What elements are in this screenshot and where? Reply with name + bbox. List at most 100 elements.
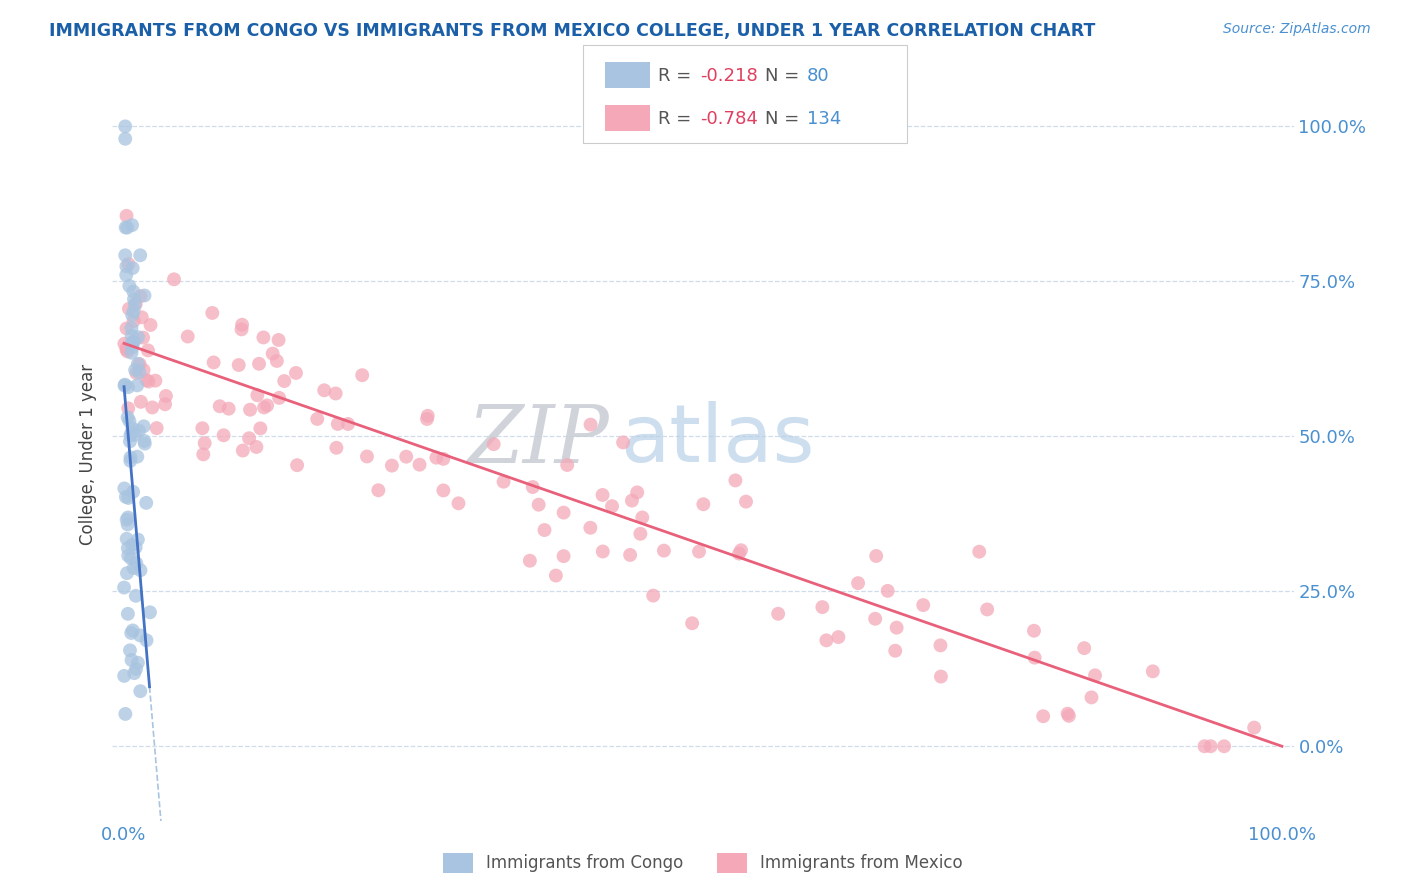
- Point: [120, 450, 142, 465]
- Point: [138, 375, 160, 389]
- Point: [865, 549, 887, 563]
- Point: [135, 496, 157, 510]
- Point: [245, 440, 267, 454]
- Point: [124, 297, 146, 311]
- Point: [579, 521, 602, 535]
- Point: [117, 344, 139, 359]
- Point: [145, 421, 167, 435]
- Point: [533, 523, 555, 537]
- Point: [884, 644, 907, 658]
- Point: [121, 329, 143, 343]
- Point: [285, 366, 308, 380]
- Point: [432, 451, 454, 466]
- Text: Source: ZipAtlas.com: Source: ZipAtlas.com: [1223, 22, 1371, 37]
- Point: [127, 330, 149, 344]
- Point: [208, 399, 231, 413]
- Point: [929, 639, 952, 653]
- Text: ZIP: ZIP: [467, 401, 609, 479]
- Point: [134, 434, 156, 448]
- Point: [912, 598, 935, 612]
- Point: [120, 428, 142, 442]
- Point: [886, 621, 908, 635]
- Point: [482, 437, 505, 451]
- Point: [1056, 706, 1078, 721]
- Point: [846, 576, 869, 591]
- Point: [131, 310, 153, 325]
- Point: [124, 427, 146, 442]
- Point: [141, 401, 163, 415]
- Point: [592, 488, 614, 502]
- Point: [352, 368, 374, 383]
- Point: [117, 549, 139, 563]
- Point: [1080, 690, 1102, 705]
- Point: [579, 417, 602, 432]
- Point: [522, 480, 544, 494]
- Point: [1199, 739, 1222, 754]
- Point: [728, 547, 751, 561]
- Point: [201, 306, 224, 320]
- Point: [1194, 739, 1216, 754]
- Point: [212, 428, 235, 442]
- Point: [122, 285, 145, 299]
- Point: [325, 386, 347, 401]
- Point: [553, 549, 575, 563]
- Point: [447, 496, 470, 510]
- Text: 80: 80: [807, 67, 830, 85]
- Point: [117, 401, 139, 416]
- Point: [115, 220, 138, 235]
- Point: [120, 626, 142, 640]
- Point: [553, 506, 575, 520]
- Point: [122, 304, 145, 318]
- Point: [135, 373, 157, 387]
- Point: [238, 431, 260, 445]
- Point: [121, 653, 143, 667]
- Point: [122, 334, 145, 349]
- Point: [124, 541, 146, 555]
- Point: [592, 544, 614, 558]
- Point: [134, 288, 156, 302]
- Point: [811, 600, 834, 615]
- Point: [416, 409, 439, 423]
- Point: [239, 402, 262, 417]
- Text: R =: R =: [658, 67, 697, 85]
- Point: [121, 218, 143, 232]
- Point: [416, 412, 439, 426]
- Point: [124, 363, 146, 377]
- Point: [129, 684, 152, 698]
- Point: [129, 563, 152, 577]
- Point: [120, 426, 142, 441]
- Point: [326, 417, 349, 431]
- Point: [115, 532, 138, 546]
- Point: [929, 669, 952, 683]
- Point: [115, 268, 138, 282]
- Point: [555, 458, 578, 472]
- Point: [114, 120, 136, 134]
- Point: [121, 421, 143, 435]
- Point: [631, 510, 654, 524]
- Point: [139, 605, 162, 619]
- Point: [256, 398, 278, 412]
- Point: [122, 334, 145, 349]
- Point: [117, 257, 139, 271]
- Point: [117, 607, 139, 621]
- Point: [139, 318, 162, 332]
- Point: [381, 458, 404, 473]
- Point: [122, 561, 145, 575]
- Point: [115, 490, 138, 504]
- Point: [117, 541, 139, 555]
- Point: [177, 329, 200, 343]
- Point: [121, 624, 143, 638]
- Point: [266, 354, 288, 368]
- Point: [395, 450, 418, 464]
- Point: [115, 260, 138, 274]
- Point: [766, 607, 789, 621]
- Point: [1032, 709, 1054, 723]
- Point: [735, 494, 758, 508]
- Point: [628, 526, 651, 541]
- Point: [125, 556, 148, 570]
- Point: [121, 345, 143, 359]
- Point: [129, 628, 152, 642]
- Point: [125, 662, 148, 676]
- Point: [117, 491, 139, 505]
- Point: [246, 388, 269, 402]
